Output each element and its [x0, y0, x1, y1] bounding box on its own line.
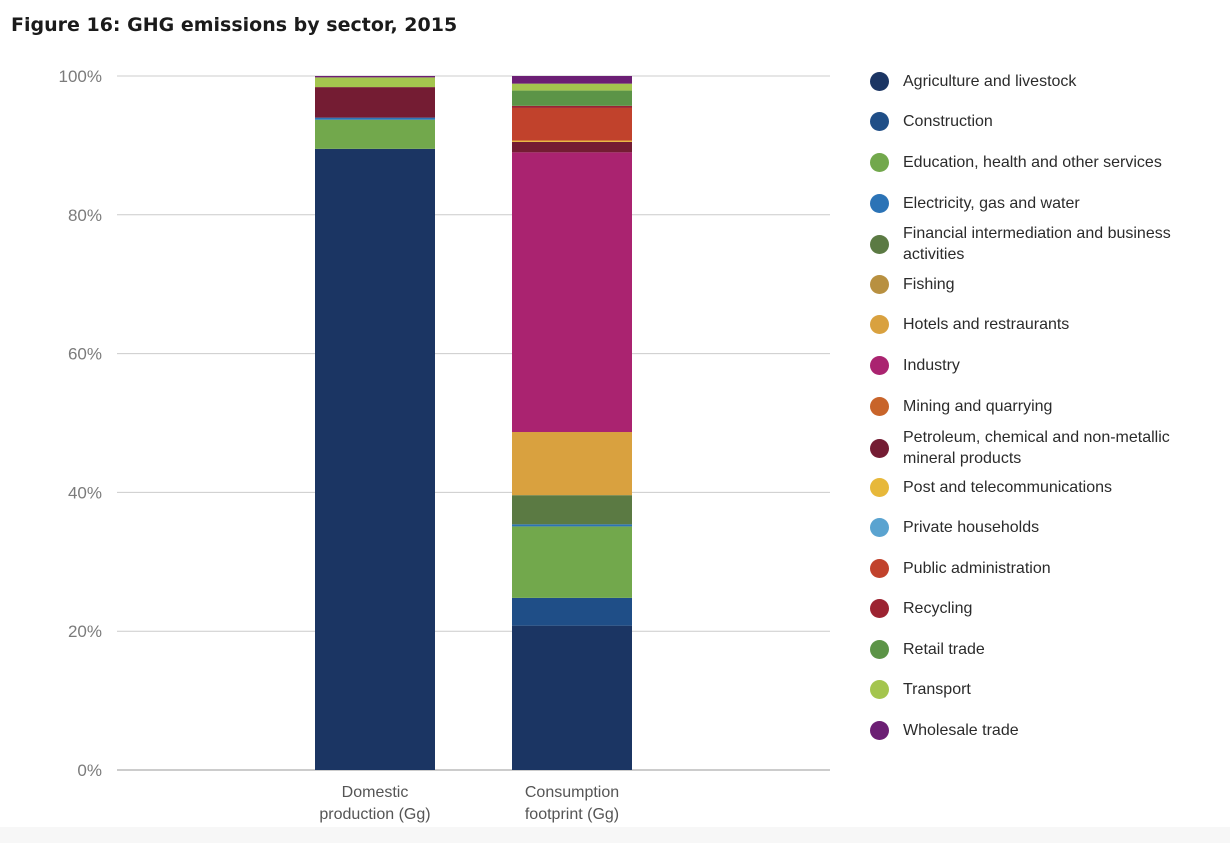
legend-swatch	[870, 721, 889, 740]
bar-segment	[315, 148, 435, 770]
legend-swatch	[870, 194, 889, 213]
legend-label: Transport	[903, 681, 971, 698]
bar-segment	[512, 140, 632, 142]
legend-swatch	[870, 599, 889, 618]
bar-segment	[512, 107, 632, 141]
legend-swatch	[870, 315, 889, 334]
x-category-label: production (Gg)	[319, 806, 430, 823]
legend-item: Retail trade	[870, 639, 1190, 660]
bar-segment	[512, 76, 632, 84]
legend-item: Electricity, gas and water	[870, 193, 1190, 214]
y-tick-label: 60%	[68, 345, 102, 364]
x-category-label: Consumption	[525, 784, 619, 801]
bar-segment	[512, 495, 632, 525]
legend-item: Education, health and other services	[870, 152, 1190, 173]
legend-item: Fishing	[870, 274, 1190, 295]
legend-label: Retail trade	[903, 641, 985, 658]
y-tick-label: 100%	[59, 67, 102, 86]
gridlines	[117, 75, 830, 771]
legend-label: Education, health and other services	[903, 154, 1162, 171]
legend-item: Hotels and restraurants	[870, 314, 1190, 335]
bar-segment	[512, 524, 632, 527]
bars	[315, 76, 632, 770]
y-tick-label: 40%	[68, 483, 102, 502]
bar-segment	[315, 77, 435, 88]
legend-swatch	[870, 640, 889, 659]
bar-segment	[315, 87, 435, 118]
legend-item: Petroleum, chemical and non-metallic min…	[870, 427, 1190, 469]
bar-segment	[512, 90, 632, 106]
y-tick-label: 20%	[68, 622, 102, 641]
y-tick-label: 80%	[68, 206, 102, 225]
legend-item: Post and telecommunications	[870, 477, 1190, 498]
legend-swatch	[870, 397, 889, 416]
legend-item: Recycling	[870, 598, 1190, 619]
x-axis-labels: Domestic production (Gg) Consumption footpr…	[319, 784, 619, 823]
legend-swatch	[870, 478, 889, 497]
bar-segment	[512, 152, 632, 433]
bar-segment	[512, 83, 632, 91]
x-category-label: Domestic	[342, 784, 409, 801]
legend-swatch	[870, 559, 889, 578]
legend-label: Electricity, gas and water	[903, 195, 1080, 212]
legend-label: Recycling	[903, 600, 973, 617]
legend-item: Private households	[870, 517, 1190, 538]
legend-label: Fishing	[903, 276, 955, 293]
bar-segment	[315, 117, 435, 120]
legend-label: Industry	[903, 357, 960, 374]
bar-segment	[315, 76, 435, 78]
legend-item: Construction	[870, 111, 1190, 132]
legend-label: Construction	[903, 113, 993, 130]
legend-label: Post and telecommunications	[903, 479, 1112, 496]
legend-item: Transport	[870, 679, 1190, 700]
bar-segment	[512, 141, 632, 153]
legend-swatch	[870, 438, 889, 458]
legend-label: Financial intermediation and business ac…	[903, 225, 1171, 263]
legend-item: Agriculture and livestock	[870, 71, 1190, 92]
legend-item: Mining and quarrying	[870, 396, 1190, 417]
page-title: Figure 16: GHG emissions by sector, 2015	[11, 14, 458, 36]
bar-stack	[315, 76, 435, 770]
legend-item: Industry	[870, 355, 1190, 376]
legend-label: Private households	[903, 519, 1040, 536]
legend-swatch	[870, 112, 889, 131]
legend-item: Public administration	[870, 558, 1190, 579]
legend-swatch	[870, 153, 889, 172]
legend-label: Hotels and restraurants	[903, 316, 1070, 333]
x-category-label: footprint (Gg)	[525, 806, 619, 823]
legend-item: Financial intermediation and business ac…	[870, 223, 1190, 265]
footer-strip	[0, 827, 1230, 843]
legend-item: Wholesale trade	[870, 720, 1190, 741]
legend-swatch	[870, 72, 889, 91]
bar-segment	[512, 625, 632, 770]
bar-segment	[512, 105, 632, 108]
legend-label: Public administration	[903, 560, 1051, 577]
bar-segment	[512, 432, 632, 496]
y-tick-label: 0%	[77, 761, 102, 780]
legend-label: Agriculture and livestock	[903, 73, 1077, 90]
legend-swatch	[870, 356, 889, 375]
bar-segment	[512, 526, 632, 598]
y-axis-ticks: 0% 20% 40% 60% 80% 100%	[59, 67, 102, 780]
legend-label: Mining and quarrying	[903, 398, 1053, 415]
legend-label: Wholesale trade	[903, 722, 1019, 739]
bar-segment	[512, 597, 632, 626]
legend-swatch	[870, 518, 889, 537]
legend-swatch	[870, 275, 889, 294]
legend-swatch	[870, 680, 889, 699]
bar-segment	[315, 119, 435, 149]
bar-stack	[512, 76, 632, 770]
legend-swatch	[870, 234, 889, 254]
legend-label: Petroleum, chemical and non-metallic min…	[903, 429, 1170, 467]
